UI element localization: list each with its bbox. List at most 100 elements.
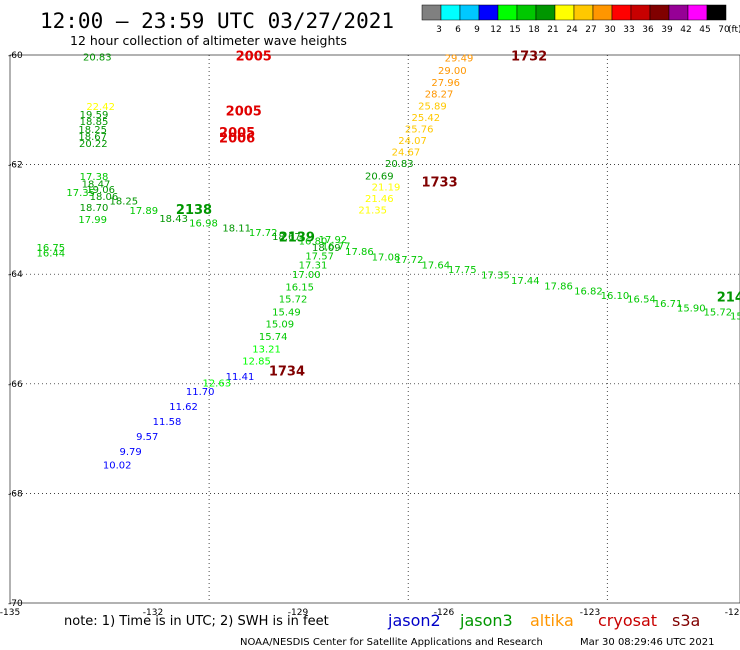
swh-label: 17.44 — [511, 276, 540, 287]
satellite-name: altika — [530, 611, 574, 630]
time-label: 2005 — [226, 104, 262, 119]
legend-swatch — [535, 4, 556, 21]
swh-label: 9.57 — [136, 432, 158, 443]
swh-label: 18.47 — [82, 180, 111, 191]
swh-label: 17.64 — [421, 261, 450, 272]
legend-swatch — [668, 4, 689, 21]
legend-bin-label: 9 — [474, 25, 480, 35]
y-tick-label: -64 — [8, 270, 23, 280]
swh-label: 16.54 — [627, 295, 656, 306]
swh-label: 17.86 — [345, 247, 374, 258]
swh-label: 11.70 — [186, 387, 215, 398]
time-label: 2005 — [236, 49, 272, 64]
time-label: 1733 — [421, 176, 457, 191]
x-tick-label: -126 — [434, 608, 455, 618]
swh-label: 20.22 — [79, 139, 108, 150]
satellite-name: jason2 — [387, 611, 441, 630]
swh-label: 16.98 — [189, 219, 218, 230]
swh-label: 10.02 — [103, 461, 132, 472]
swh-label: 22.42 — [86, 102, 115, 113]
chart-subtitle: 12 hour collection of altimeter wave hei… — [70, 33, 347, 48]
legend-bin-label: 15 — [509, 25, 520, 35]
legend-bin-label: 6 — [455, 25, 461, 35]
satellite-name: s3a — [672, 611, 700, 630]
time-label: 2138 — [176, 203, 212, 218]
legend-bin-label: 33 — [623, 25, 634, 35]
y-tick-label: -62 — [8, 161, 23, 171]
swh-label: 18.43 — [159, 214, 188, 225]
x-tick-label: -123 — [580, 608, 600, 618]
y-tick-label: -60 — [8, 51, 23, 61]
legend-bin-label: 30 — [604, 25, 616, 35]
swh-label: 15.72 — [279, 295, 308, 306]
legend-bin-label: 27 — [585, 25, 596, 35]
swh-label: 12.63 — [202, 379, 231, 390]
swh-label: 13.21 — [252, 345, 281, 356]
swh-label: 12.85 — [242, 357, 271, 368]
swh-label: 18.67 — [272, 232, 301, 243]
swh-label: 16.15 — [285, 283, 314, 294]
swh-label: 21.46 — [365, 194, 394, 205]
legend-bin-label: 18 — [528, 25, 540, 35]
swh-label: 18.11 — [222, 223, 251, 234]
axis-tick-labels: -135 -132 -129 -126 -123 -124 -60 -62 -64 -66 -68 -… — [0, 51, 740, 618]
swh-label: 17.00 — [292, 270, 321, 281]
chart-title: 12:00 – 23:59 UTC 03/27/2021 — [40, 9, 394, 33]
swh-label: 11.58 — [153, 417, 182, 428]
legend-swatch — [497, 4, 518, 21]
legend-swatch — [478, 4, 499, 21]
swh-label: 17.35 — [481, 271, 510, 282]
swh-label: 24.67 — [392, 147, 421, 158]
legend-swatch — [459, 4, 480, 21]
swh-label: 17.72 — [395, 255, 424, 266]
y-tick-label: -68 — [8, 489, 23, 499]
legend-swatch — [706, 4, 727, 21]
legend-swatch — [440, 4, 461, 21]
swh-label: 17.92 — [319, 235, 348, 246]
legend-swatch — [592, 4, 613, 21]
legend-swatch — [687, 4, 708, 21]
legend-bin-label: 39 — [661, 25, 673, 35]
legend-bin-label: 3 — [436, 25, 442, 35]
swh-label: 9.79 — [120, 447, 142, 458]
swh-label: 28.27 — [425, 90, 454, 101]
swh-label: 16.80 — [299, 237, 328, 248]
swh-label: 17.99 — [78, 215, 107, 226]
x-tick-label: -129 — [288, 608, 309, 618]
time-label: 2140 — [717, 291, 740, 306]
legend-swatch — [649, 4, 670, 21]
swh-label: 17.31 — [299, 261, 328, 272]
swh-label: 18.09 — [312, 243, 341, 254]
satellite-name: cryosat — [598, 611, 657, 630]
swh-label: 15.49 — [272, 307, 301, 318]
time-label: 1734 — [269, 365, 305, 380]
swh-label: 18.85 — [80, 117, 109, 128]
time-labels: 2005200520052006173217332138213921401734 — [176, 49, 740, 379]
swh-label: 17.86 — [544, 282, 573, 293]
plot-frame — [9, 54, 740, 604]
swh-label: 18.70 — [80, 203, 109, 214]
swh-label: 15.72 — [704, 307, 733, 318]
x-tick-label: -135 — [0, 608, 20, 618]
swh-label: 15.74 — [259, 332, 288, 343]
swh-label: 29.49 — [445, 54, 474, 65]
time-label: 2005 — [219, 126, 255, 141]
swh-label: 25.76 — [405, 124, 434, 135]
x-tick-label: -124 — [725, 608, 740, 618]
legend-bin-label: 36 — [642, 25, 654, 35]
swh-label: 19.59 — [80, 110, 109, 121]
swh-label: 25.42 — [412, 113, 441, 124]
time-label: 1732 — [511, 49, 547, 64]
swh-label: 15.27 — [730, 312, 740, 323]
legend-swatch — [421, 4, 442, 21]
swh-label: 17.72 — [249, 228, 278, 239]
legend-bin-label: 42 — [680, 25, 691, 35]
swh-label: 24.07 — [398, 136, 427, 147]
legend-swatch — [554, 4, 575, 21]
legend-swatch — [630, 4, 651, 21]
swh-label: 16.77 — [322, 242, 351, 253]
footer-credit: NOAA/NESDIS Center for Satellite Applica… — [240, 637, 543, 648]
swh-label: 29.00 — [438, 66, 467, 77]
